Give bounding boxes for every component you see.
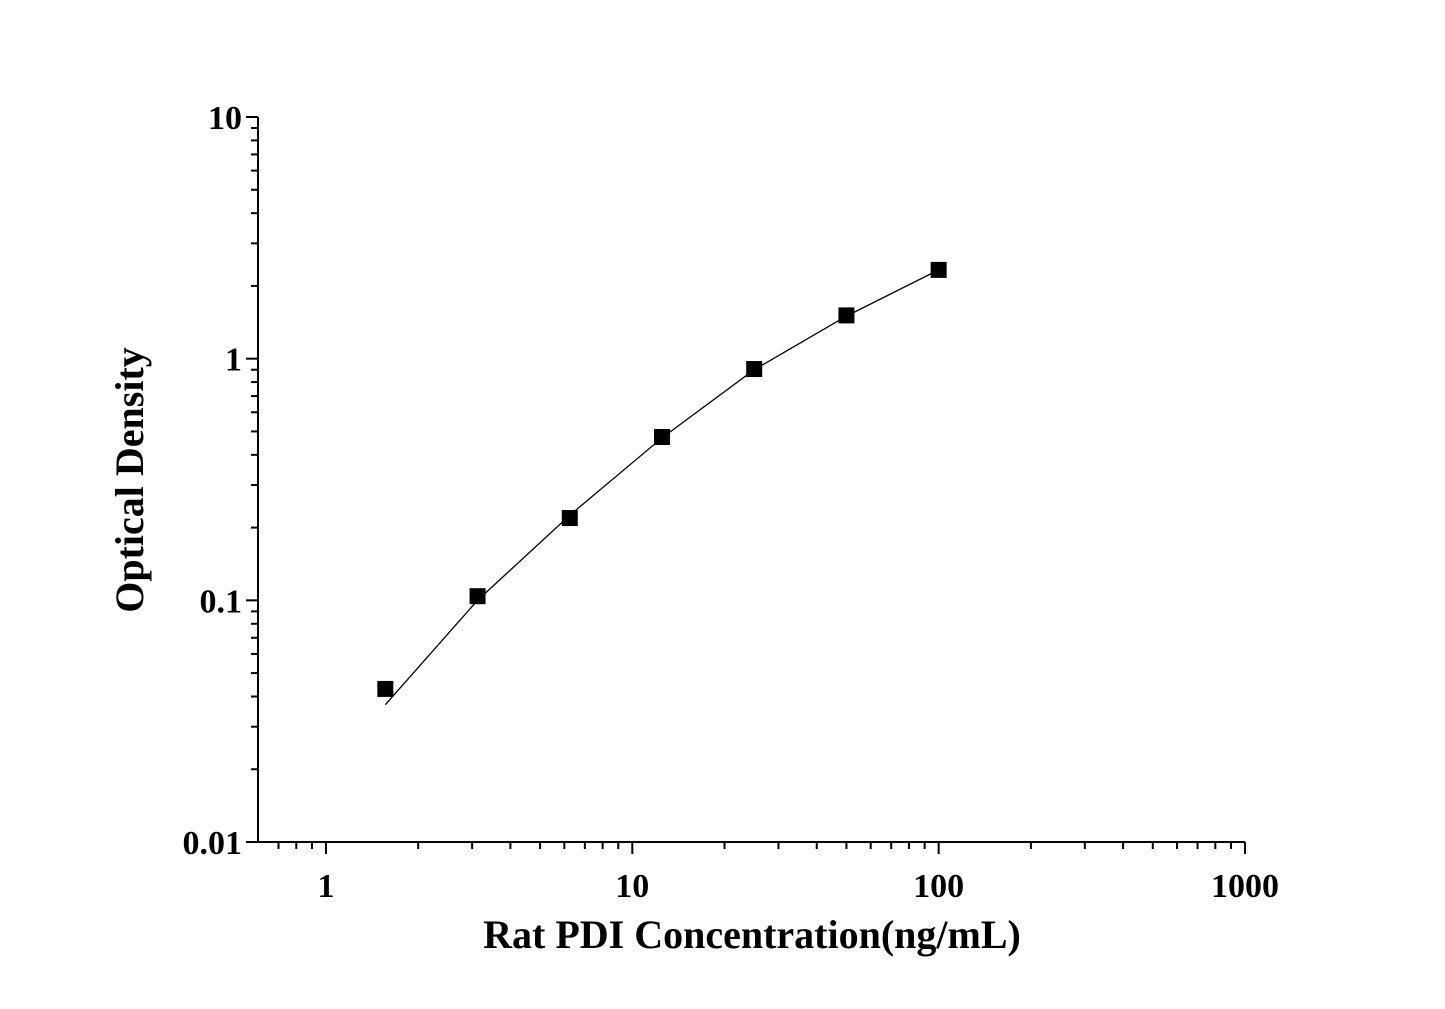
x-tick-label: 100 bbox=[913, 868, 964, 905]
data-point bbox=[561, 510, 578, 527]
fit-curve bbox=[384, 269, 939, 706]
x-tick-label: 1 bbox=[317, 868, 334, 905]
x-tick-label: 1000 bbox=[1211, 868, 1279, 905]
y-tick-label: 0.1 bbox=[200, 583, 243, 620]
data-point bbox=[653, 429, 670, 446]
data-point bbox=[746, 361, 763, 378]
y-tick-label: 0.01 bbox=[183, 825, 243, 862]
x-tick-label: 10 bbox=[615, 868, 649, 905]
data-point bbox=[377, 680, 394, 697]
data-point bbox=[838, 307, 855, 324]
x-axis-title: Rat PDI Concentration(ng/mL) bbox=[483, 912, 1021, 957]
data-point bbox=[469, 588, 486, 605]
y-tick-label: 10 bbox=[208, 100, 242, 137]
data-point bbox=[930, 261, 947, 278]
y-axis-title: Optical Density bbox=[107, 347, 152, 613]
y-tick-label: 1 bbox=[225, 342, 242, 379]
